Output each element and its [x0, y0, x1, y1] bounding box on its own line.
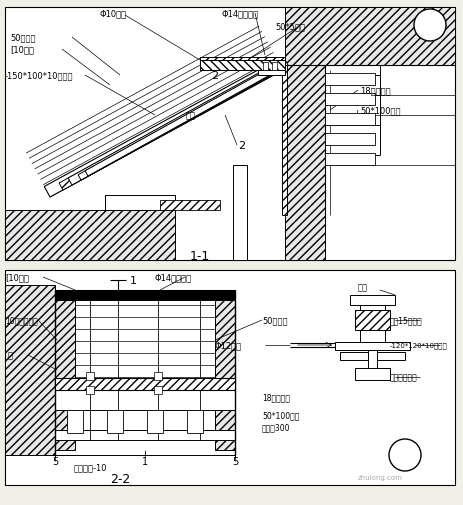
Text: 1: 1: [130, 275, 137, 285]
Bar: [154, 386, 162, 394]
Bar: [359, 300, 384, 350]
Bar: [324, 134, 374, 146]
Polygon shape: [160, 200, 219, 211]
Polygon shape: [68, 61, 285, 186]
Bar: [154, 372, 162, 380]
Text: 50*100方木: 50*100方木: [359, 106, 400, 115]
Bar: [147, 410, 163, 433]
Text: 踏步净宽-10: 踏步净宽-10: [73, 463, 106, 472]
Bar: [324, 94, 374, 106]
Bar: [334, 342, 409, 350]
Text: 1: 1: [142, 456, 148, 466]
Bar: [200, 63, 284, 71]
Bar: [197, 290, 203, 300]
Text: 钢管: 钢管: [186, 111, 195, 120]
Bar: [282, 66, 287, 216]
Polygon shape: [284, 8, 454, 66]
Text: zhulong.com: zhulong.com: [357, 474, 401, 480]
Bar: [55, 290, 234, 300]
Text: -120*120*10预埋件: -120*120*10预埋件: [389, 342, 447, 348]
Bar: [5, 271, 454, 485]
Bar: [324, 154, 374, 166]
Text: 5: 5: [52, 456, 58, 466]
Text: 50厚木板: 50厚木板: [262, 316, 287, 325]
Text: 5: 5: [232, 456, 238, 466]
Circle shape: [413, 10, 445, 42]
Text: 50厚木板: 50厚木板: [10, 33, 36, 42]
Text: Φ12钢筋: Φ12钢筋: [214, 341, 242, 350]
Text: 50*100方木: 50*100方木: [262, 411, 299, 420]
Text: 10厚海绵胶条: 10厚海绵胶条: [5, 316, 38, 325]
Polygon shape: [214, 295, 234, 450]
Text: 间距为300: 间距为300: [262, 423, 290, 432]
Bar: [324, 74, 374, 86]
Text: -150*100*10钢坐板: -150*100*10钢坐板: [5, 71, 73, 80]
Polygon shape: [5, 285, 55, 455]
Bar: [55, 378, 234, 390]
Circle shape: [388, 439, 420, 471]
Polygon shape: [55, 295, 75, 450]
Bar: [5, 8, 454, 261]
Bar: [354, 368, 389, 380]
Bar: [107, 410, 123, 433]
Text: Φ14对位螺栓: Φ14对位螺栓: [221, 10, 258, 19]
Bar: [67, 410, 83, 433]
Polygon shape: [59, 62, 284, 190]
Bar: [75, 295, 214, 385]
Text: 18厚胶合板: 18厚胶合板: [359, 86, 390, 95]
Polygon shape: [5, 211, 175, 261]
Bar: [232, 166, 246, 261]
Bar: [55, 390, 234, 410]
Bar: [86, 372, 94, 380]
Polygon shape: [200, 61, 284, 71]
Polygon shape: [105, 195, 175, 211]
Polygon shape: [105, 195, 175, 211]
Bar: [367, 350, 376, 375]
Bar: [263, 63, 268, 71]
Bar: [200, 58, 284, 63]
Polygon shape: [78, 62, 287, 181]
Text: 1-1: 1-1: [189, 249, 210, 262]
Bar: [86, 386, 94, 394]
Bar: [339, 352, 404, 360]
Text: Φ10螺栓: Φ10螺栓: [100, 10, 127, 19]
Text: 1: 1: [400, 448, 408, 462]
Bar: [115, 290, 121, 300]
Text: 高强塑料垫块: 高强塑料垫块: [389, 373, 417, 382]
Bar: [349, 295, 394, 306]
Text: [10槽钢: [10槽钢: [5, 273, 29, 282]
Text: 支腿: 支腿: [357, 283, 367, 292]
Text: 预埋15厚木板: 预埋15厚木板: [389, 316, 422, 325]
Polygon shape: [44, 60, 282, 197]
Text: 2-2: 2-2: [110, 473, 130, 485]
Bar: [354, 311, 389, 330]
Bar: [324, 114, 374, 126]
Text: [10槽钢: [10槽钢: [10, 45, 34, 55]
Bar: [271, 63, 276, 71]
Bar: [187, 410, 203, 433]
Text: 18厚胶合板: 18厚胶合板: [262, 393, 289, 401]
Polygon shape: [85, 61, 288, 177]
Text: 缝: 缝: [8, 351, 13, 360]
Bar: [55, 430, 234, 440]
Text: 2: 2: [238, 141, 245, 150]
Text: 50*5角钢: 50*5角钢: [275, 22, 304, 31]
Polygon shape: [284, 8, 324, 261]
Text: Φ14对位螺栓: Φ14对位螺栓: [155, 273, 192, 282]
Text: 1: 1: [425, 19, 433, 33]
Bar: [257, 61, 284, 76]
Text: 2: 2: [211, 71, 218, 81]
